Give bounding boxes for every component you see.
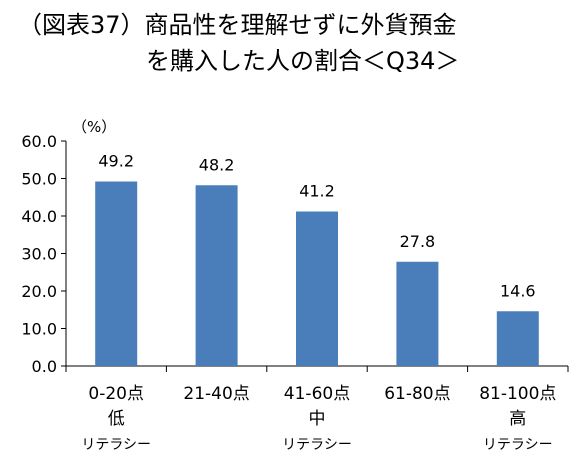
y-tick-label: 40.0 — [21, 207, 57, 226]
data-label: 48.2 — [199, 155, 235, 174]
y-axis-unit-label: （%） — [72, 118, 116, 136]
category-literacy-label: リテラシー — [282, 437, 352, 453]
y-tick-label: 0.0 — [32, 357, 57, 376]
category-literacy-label: リテラシー — [483, 437, 553, 453]
data-label: 14.6 — [500, 281, 536, 300]
bar — [296, 211, 338, 366]
y-tick-label: 60.0 — [21, 132, 57, 151]
data-label: 41.2 — [299, 182, 335, 201]
bar — [195, 185, 238, 366]
data-label: 27.8 — [400, 232, 436, 251]
bars — [95, 181, 539, 366]
category-level-label: 低 — [108, 409, 125, 429]
category-level-label: 中 — [309, 409, 326, 429]
y-tick-label: 50.0 — [21, 170, 57, 189]
x-axis — [65, 365, 569, 372]
category-label: 41-60点 — [284, 384, 350, 404]
y-tick-label: 20.0 — [21, 282, 57, 301]
y-tick-label: 10.0 — [21, 320, 57, 339]
data-label: 49.2 — [98, 152, 134, 171]
category-label: 21-40点 — [183, 384, 249, 404]
category-label: 61-80点 — [384, 384, 450, 404]
category-label: 81-100点 — [479, 384, 556, 404]
bar — [496, 311, 539, 366]
y-axis: 0.0 10.0 20.0 30.0 40.0 50.0 60.0 — [21, 132, 67, 376]
data-labels: 49.2 48.2 41.2 27.8 14.6 — [98, 152, 535, 301]
bar — [95, 181, 138, 366]
chart-title-line2: を購入した人の割合＜Q34＞ — [146, 47, 460, 75]
chart-title-line1: （図表37）商品性を理解せずに外貨預金 — [18, 11, 457, 39]
category-label: 0-20点 — [88, 384, 144, 404]
category-level-label: 高 — [509, 409, 526, 429]
category-literacy-label: リテラシー — [81, 437, 151, 453]
y-tick-label: 30.0 — [21, 245, 57, 264]
bar — [396, 261, 439, 366]
